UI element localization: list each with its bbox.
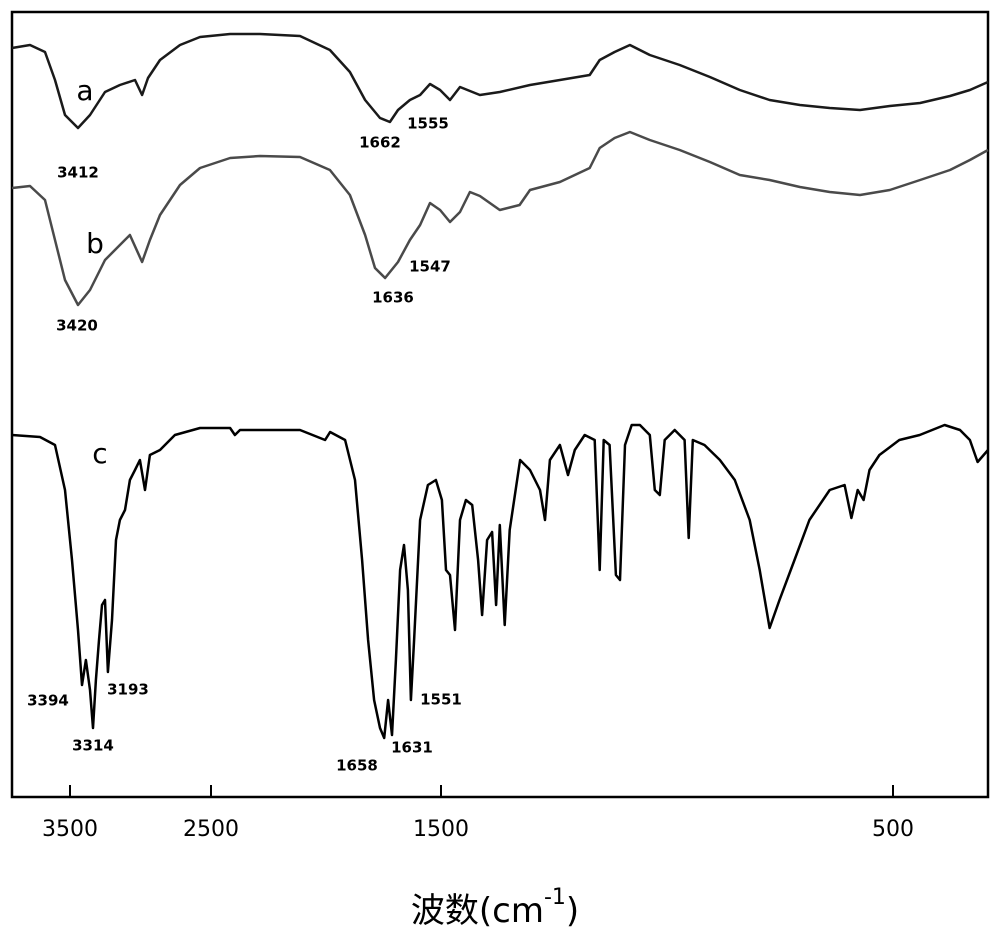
peak-label: 1636 — [372, 289, 414, 307]
plot-frame — [10, 10, 990, 799]
x-tick-label: 2500 — [183, 817, 239, 842]
x-axis-label-sup: -1 — [544, 885, 566, 910]
series-label: b — [86, 227, 104, 260]
peak-label: 3412 — [57, 164, 99, 182]
peak-label: 1551 — [420, 691, 462, 709]
peak-label: 1555 — [407, 115, 449, 133]
x-axis-label: 波数(cm-1) — [411, 885, 579, 931]
spectrum-line — [11, 32, 989, 130]
x-axis-label-text: 波数(cm — [411, 891, 544, 931]
peak-label: 3193 — [107, 681, 149, 699]
x-tick-label: 500 — [872, 817, 914, 842]
x-axis-label-close: ) — [566, 891, 579, 931]
spectrum-line — [11, 130, 989, 307]
peak-label: 1662 — [359, 134, 401, 152]
peak-label: 1631 — [391, 739, 433, 757]
x-tick-label: 3500 — [42, 817, 98, 842]
series-label: a — [76, 74, 93, 107]
peak-label: 1547 — [409, 258, 451, 276]
series-label: c — [92, 437, 107, 470]
peak-label: 3420 — [56, 317, 98, 335]
spectrum-line — [11, 423, 989, 740]
peak-label: 1658 — [336, 757, 378, 775]
x-tick-label: 1500 — [413, 817, 469, 842]
peak-label: 3314 — [72, 737, 114, 755]
peak-label: 3394 — [27, 692, 69, 710]
